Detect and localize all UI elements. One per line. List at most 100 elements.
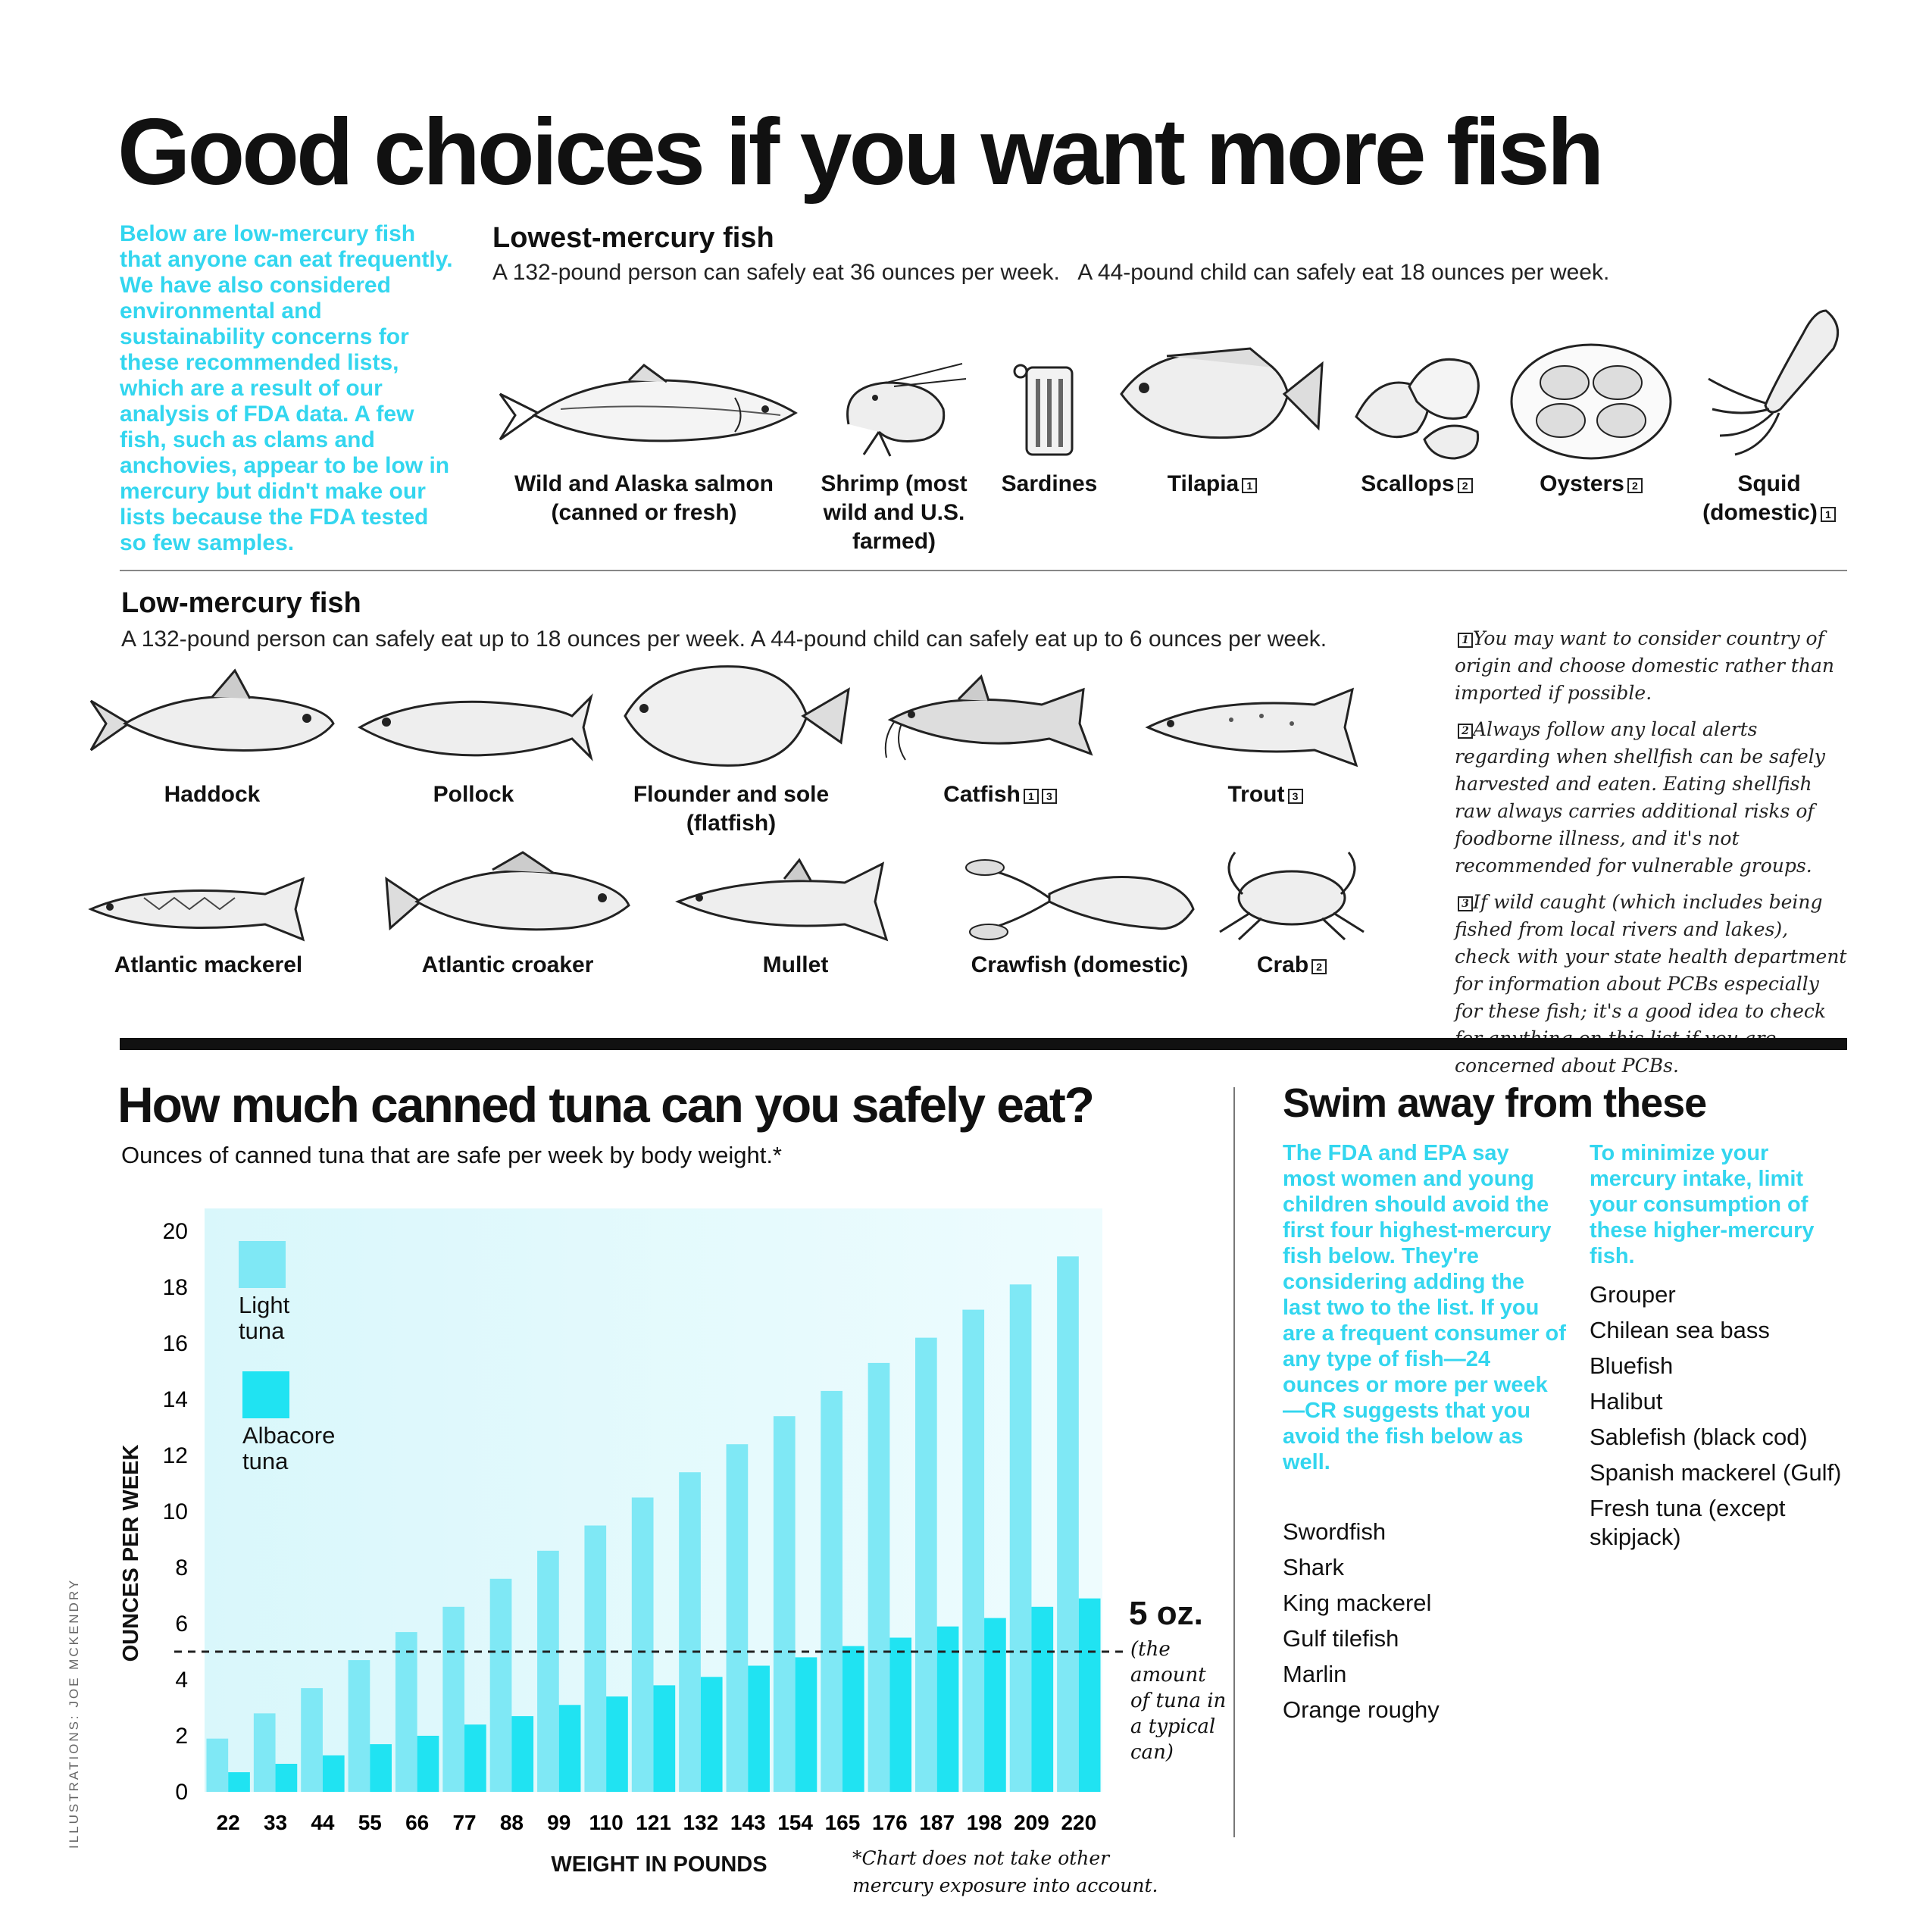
fish-flounder: Flounder and sole (flatfish) [610,659,852,838]
fish-label: Sardines [1001,471,1098,496]
limit-list: Grouper Chilean sea bass Bluefish Halibut Sa… [1590,1280,1847,1558]
limit-fish-item: Fresh tuna (except skipjack) [1590,1495,1786,1550]
bar-light-tuna [253,1713,276,1792]
fish-oysters: Oysters 2 [1508,337,1674,499]
avoid-fish-item: Shark [1283,1554,1344,1580]
x-tick-label: 55 [358,1811,382,1834]
y-tick-label: 16 [163,1331,188,1356]
bar-albacore-tuna [653,1685,676,1792]
page-title: Good choices if you want more fish [117,100,1604,205]
lowest-mercury-heading: Lowest-mercury fish [492,222,774,254]
x-tick-label: 99 [547,1811,571,1834]
fish-atlantic-croaker: Atlantic croaker [379,849,636,980]
limit-fish-item: Chilean sea bass [1590,1317,1770,1343]
section-divider [120,570,1847,571]
fish-label: Crawfish (domestic) [971,952,1189,977]
bar-light-tuna [489,1578,512,1792]
y-tick-label: 8 [175,1555,188,1580]
avoid-list: Swordfish Shark King mackerel Gulf tilefish… [1283,1514,1563,1727]
fish-label: Pollock [433,782,514,807]
bar-albacore-tuna [322,1755,345,1792]
x-axis: 22 33 44 55 66 77 88 99 110 121 132 143 154 165 176 187… [217,1811,1097,1834]
scallops-illustration [1355,358,1480,460]
bar-light-tuna [301,1688,323,1792]
x-tick-label: 209 [1014,1811,1049,1834]
trout-illustration [1145,687,1358,767]
fish-label: Oysters 2 [1508,470,1674,499]
intro-text: Below are low-mercury fish that anyone c… [120,221,453,555]
limit-fish-item: Sablefish (black cod) [1590,1424,1808,1450]
crab-illustration [1219,852,1365,941]
footnote-marker-3: 3 [1287,789,1303,804]
bar-light-tuna [537,1550,559,1792]
tuna-bar-chart: 0 2 4 6 8 10 12 14 16 18 20 22 33 44 55 66 77 88 99 110 121… [119,1208,1129,1877]
fish-catfish: Catfish 1 3 [875,671,1125,809]
avoid-fish-item: Swordfish [1283,1518,1386,1545]
y-tick-label: 4 [175,1668,188,1693]
footnote-marker-3: 3 [1041,789,1057,804]
x-tick-label: 165 [825,1811,861,1834]
fish-label: Trout 3 [1140,780,1390,809]
fish-sardines: Sardines [993,356,1106,499]
fish-label: Mullet [762,952,829,977]
bar-albacore-tuna [228,1772,250,1792]
bar-albacore-tuna [606,1696,628,1792]
fish-label: Wild and Alaska salmon (canned or fresh) [514,471,774,525]
bar-albacore-tuna [511,1716,534,1792]
swim-right-text: To minimize your mercury intake, limit y… [1590,1141,1815,1268]
footnote-marker-2: 2 [1457,478,1473,493]
avoid-fish-item: Gulf tilefish [1283,1625,1399,1652]
bar-light-tuna [915,1337,937,1792]
haddock-illustration [89,668,335,752]
fish-shrimp: Shrimp (most wild and U.S. farmed) [818,356,970,556]
fish-label: Crab 2 [1205,951,1379,980]
limit-fish-item: Halibut [1590,1388,1663,1415]
fish-trout: Trout 3 [1140,682,1390,809]
x-tick-label: 154 [777,1811,813,1834]
x-tick-label: 66 [405,1811,429,1834]
x-tick-label: 220 [1061,1811,1096,1834]
chart-footnote: *Chart does not take other mercury expos… [852,1847,1158,1896]
reference-note: (the amount of tuna in a typical can) [1130,1638,1227,1764]
fish-label: Shrimp (most wild and U.S. farmed) [821,471,968,554]
fish-label: Scallops 2 [1341,470,1493,499]
y-tick-label: 20 [163,1219,188,1244]
x-tick-label: 88 [500,1811,524,1834]
x-tick-label: 187 [919,1811,955,1834]
fish-label: Tilapia 1 [1099,470,1326,499]
bar-light-tuna [442,1606,465,1792]
x-tick-label: 22 [217,1811,240,1834]
fish-crab: Crab 2 [1205,841,1379,980]
swim-left-text: The FDA and EPA say most women and young… [1283,1141,1566,1474]
lowest-mercury-subtitle: A 132-pound person can safely eat 36 oun… [492,260,1610,285]
bar-albacore-tuna [1078,1598,1101,1792]
fish-label: Atlantic mackerel [114,952,303,977]
y-axis: 0 2 4 6 8 10 12 14 16 18 20 [163,1219,188,1805]
footnote-marker-2: 2 [1311,959,1327,974]
shrimp-illustration [846,363,967,457]
bar-albacore-tuna [748,1665,770,1792]
footnote-3: 3 If wild caught (which includes being fi… [1455,891,1847,1077]
catfish-illustration [884,674,1093,761]
footnote-marker-1: 1 [1023,789,1039,804]
fish-label: Flounder and sole (flatfish) [633,782,830,836]
croaker-illustration [385,851,630,931]
fish-label: Squid (domestic) 1 [1690,470,1849,527]
footnote-marker-2: 2 [1627,478,1643,493]
x-tick-label: 121 [636,1811,671,1834]
fish-tilapia: Tilapia 1 [1099,333,1326,499]
tilapia-illustration [1120,347,1324,439]
y-tick-label: 14 [163,1387,188,1412]
bar-light-tuna [584,1525,607,1792]
fish-scallops: Scallops 2 [1341,341,1493,499]
flounder-illustration [624,665,850,767]
pollock-illustration [357,693,593,761]
bar-albacore-tuna [795,1657,818,1792]
illustration-credit: ILLUSTRATIONS: JOE MCKENDRY [67,1577,81,1849]
x-axis-label: WEIGHT IN POUNDS [551,1852,767,1877]
mullet-illustration [675,858,889,942]
y-tick-label: 18 [163,1275,188,1300]
bar-albacore-tuna [700,1677,723,1792]
mackerel-illustration [88,877,305,942]
bar-albacore-tuna [417,1736,439,1792]
